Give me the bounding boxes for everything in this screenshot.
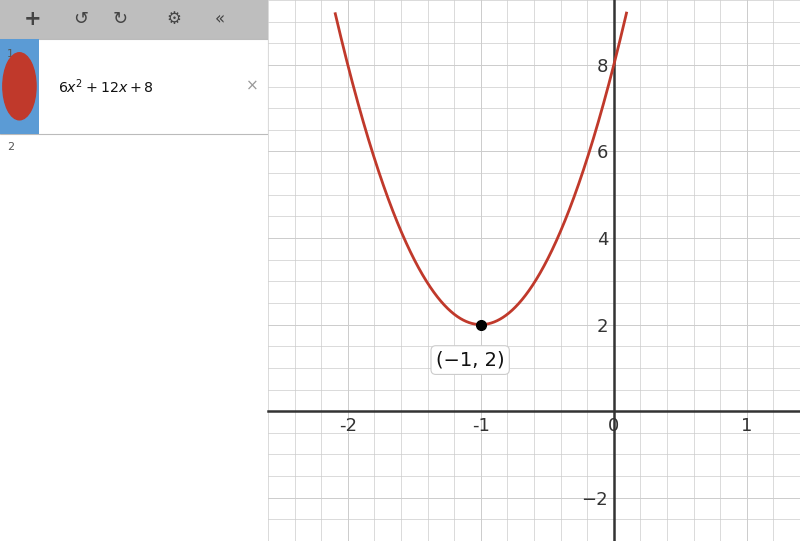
FancyBboxPatch shape (0, 0, 268, 39)
Text: +: + (23, 10, 41, 29)
Text: ×: × (246, 79, 258, 94)
Text: «: « (214, 10, 225, 29)
FancyBboxPatch shape (0, 39, 39, 134)
Text: 2: 2 (6, 142, 14, 151)
Circle shape (3, 52, 36, 120)
Text: ↻: ↻ (113, 10, 128, 29)
Text: $6x^2 + 12x + 8$: $6x^2 + 12x + 8$ (58, 77, 154, 96)
Text: ⚙: ⚙ (166, 10, 182, 29)
Text: ∼: ∼ (14, 80, 26, 93)
Text: ↺: ↺ (73, 10, 88, 29)
Text: 1: 1 (6, 49, 14, 58)
FancyBboxPatch shape (0, 39, 268, 134)
Text: (−1, 2): (−1, 2) (436, 351, 505, 370)
